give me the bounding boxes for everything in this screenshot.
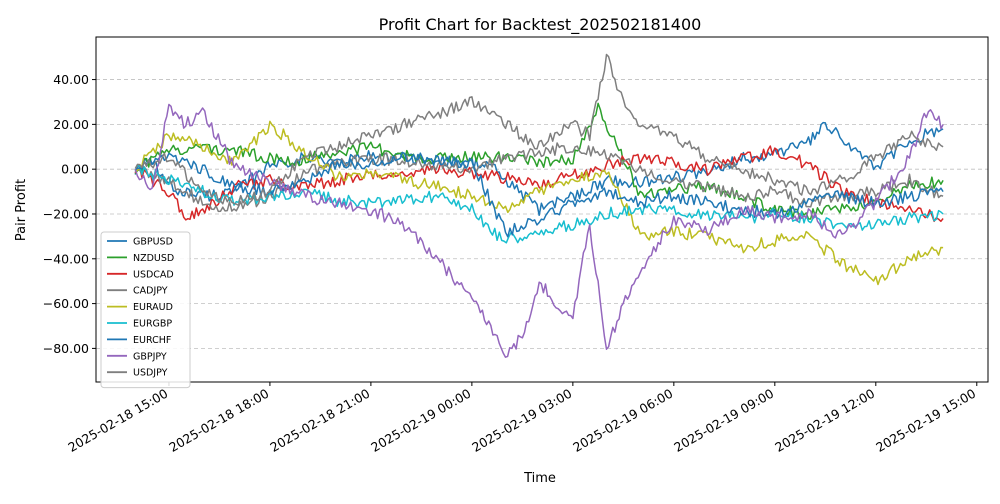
- series-line-gbpjpy: [134, 103, 944, 358]
- chart-title: Profit Chart for Backtest_202502181400: [379, 15, 702, 35]
- legend-label-cadjpy: CADJPY: [133, 286, 168, 297]
- y-tick-label: 20.00: [53, 117, 89, 132]
- y-tick-label: −80.00: [43, 341, 89, 356]
- grid-layer: [96, 79, 988, 349]
- series-line-usdjpy: [134, 53, 944, 207]
- y-tick-label: 0.00: [61, 162, 89, 177]
- legend-label-eurgbp: EURGBP: [133, 319, 172, 330]
- series-line-eurgbp: [134, 164, 944, 244]
- series-line-cadjpy: [134, 142, 944, 213]
- y-axis-label: Pair Profit: [14, 179, 29, 241]
- y-tick-label: 40.00: [53, 72, 89, 87]
- series-layer: [134, 53, 944, 358]
- y-tick-label: −60.00: [43, 296, 89, 311]
- x-axis-label: Time: [523, 471, 556, 486]
- series-line-usdcad: [134, 145, 944, 223]
- series-line-nzdusd: [134, 102, 944, 220]
- legend: GBPUSD NZDUSD USDCAD CADJPY EURAUD EURGBP EURC…: [100, 231, 191, 389]
- legend-label-usdcad: USDCAD: [133, 269, 174, 280]
- series-line-gbpusd: [134, 121, 944, 217]
- legend-label-usdjpy: USDJPY: [133, 368, 168, 379]
- legend-label-gbpusd: GBPUSD: [133, 237, 173, 248]
- legend-label-euraud: EURAUD: [133, 302, 173, 313]
- y-tick-label: −20.00: [43, 206, 89, 221]
- legend-label-gbpjpy: GBPJPY: [133, 351, 167, 362]
- legend-label-nzdusd: NZDUSD: [133, 253, 174, 264]
- series-line-euraud: [134, 120, 944, 286]
- legend-box: [100, 231, 191, 389]
- legend-label-eurchf: EURCHF: [133, 335, 171, 346]
- y-tick-label: −40.00: [43, 251, 89, 266]
- plot-area-frame: [95, 36, 989, 383]
